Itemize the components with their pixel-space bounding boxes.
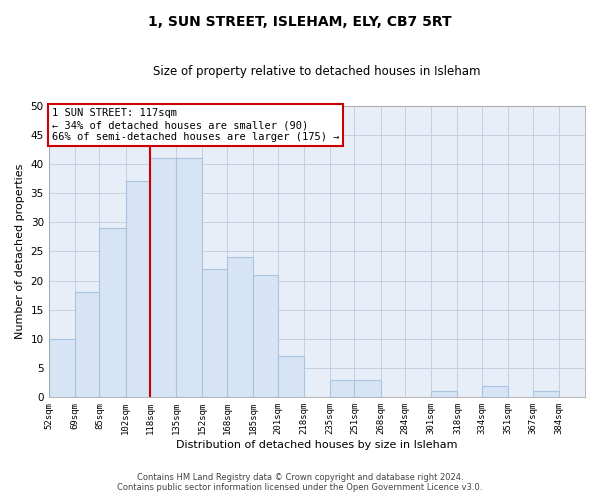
Bar: [125, 182, 150, 398]
Bar: [533, 392, 559, 398]
Bar: [75, 292, 100, 398]
Text: 1, SUN STREET, ISLEHAM, ELY, CB7 5RT: 1, SUN STREET, ISLEHAM, ELY, CB7 5RT: [148, 15, 452, 29]
Bar: [278, 356, 304, 398]
Text: 1 SUN STREET: 117sqm
← 34% of detached houses are smaller (90)
66% of semi-detac: 1 SUN STREET: 117sqm ← 34% of detached h…: [52, 108, 339, 142]
Bar: [202, 269, 227, 398]
Bar: [227, 258, 253, 398]
Title: Size of property relative to detached houses in Isleham: Size of property relative to detached ho…: [153, 65, 481, 78]
Bar: [330, 380, 355, 398]
Bar: [176, 158, 202, 398]
X-axis label: Distribution of detached houses by size in Isleham: Distribution of detached houses by size …: [176, 440, 458, 450]
Bar: [49, 339, 75, 398]
Bar: [100, 228, 125, 398]
Y-axis label: Number of detached properties: Number of detached properties: [15, 164, 25, 339]
Bar: [150, 158, 176, 398]
Bar: [253, 275, 278, 398]
Text: Contains HM Land Registry data © Crown copyright and database right 2024.
Contai: Contains HM Land Registry data © Crown c…: [118, 473, 482, 492]
Bar: [482, 386, 508, 398]
Bar: [355, 380, 380, 398]
Bar: [431, 392, 457, 398]
